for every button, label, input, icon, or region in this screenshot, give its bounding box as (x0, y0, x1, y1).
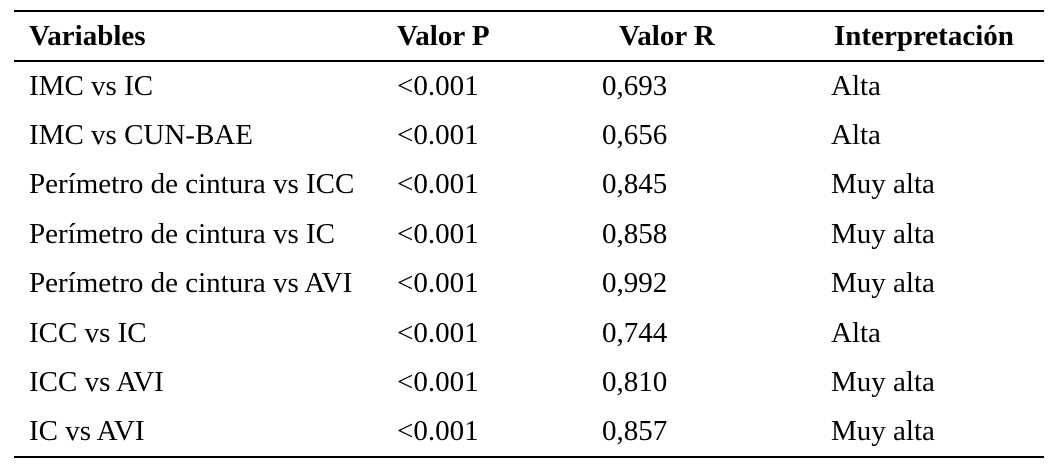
cell-valor-r: 0,810 (602, 366, 668, 399)
cell-valor-r: 0,693 (602, 69, 668, 102)
cell-valor-p: <0.001 (397, 168, 479, 201)
correlation-table: Variables Valor P Valor R Interpretación… (14, 10, 1044, 458)
col-header-variables: Variables (29, 19, 146, 52)
cell-interpretacion: Muy alta (831, 366, 935, 399)
cell-valor-r: 0,656 (602, 118, 668, 151)
cell-valor-p: <0.001 (397, 217, 479, 250)
cell-interpretacion: Alta (831, 316, 881, 349)
cell-valor-p: <0.001 (397, 415, 479, 448)
cell-variables: IC vs AVI (29, 415, 145, 448)
table-header: Variables Valor P Valor R Interpretación (14, 11, 1044, 61)
cell-variables: Perímetro de cintura vs ICC (29, 168, 355, 201)
table-row: ICC vs AVI <0.001 0,810 Muy alta (14, 358, 1044, 408)
table-row: Perímetro de cintura vs IC <0.001 0,858 … (14, 210, 1044, 260)
cell-valor-p: <0.001 (397, 267, 479, 300)
cell-variables: Perímetro de cintura vs IC (29, 217, 336, 250)
table-row: IC vs AVI <0.001 0,857 Muy alta (14, 408, 1044, 458)
cell-valor-r: 0,857 (602, 415, 668, 448)
cell-interpretacion: Muy alta (831, 415, 935, 448)
cell-valor-r: 0,858 (602, 217, 668, 250)
cell-interpretacion: Alta (831, 69, 881, 102)
cell-valor-r: 0,744 (602, 316, 668, 349)
table-row: IMC vs CUN-BAE <0.001 0,656 Alta (14, 111, 1044, 161)
col-header-interpretacion: Interpretación (834, 19, 1014, 52)
col-header-valor-r: Valor R (619, 19, 715, 52)
cell-variables: Perímetro de cintura vs AVI (29, 267, 353, 300)
cell-variables: IMC vs CUN-BAE (29, 118, 253, 151)
paper-table-page: Variables Valor P Valor R Interpretación… (0, 10, 1056, 470)
cell-variables: ICC vs IC (29, 316, 147, 349)
table-row: IMC vs IC <0.001 0,693 Alta (14, 61, 1044, 111)
cell-variables: ICC vs AVI (29, 366, 164, 399)
header-row: Variables Valor P Valor R Interpretación (14, 11, 1044, 61)
table-row: ICC vs IC <0.001 0,744 Alta (14, 309, 1044, 359)
cell-valor-p: <0.001 (397, 366, 479, 399)
table-row: Perímetro de cintura vs AVI <0.001 0,992… (14, 259, 1044, 309)
table-row: Perímetro de cintura vs ICC <0.001 0,845… (14, 160, 1044, 210)
table-body: IMC vs IC <0.001 0,693 Alta IMC vs CUN-B… (14, 61, 1044, 457)
cell-interpretacion: Muy alta (831, 217, 935, 250)
cell-valor-p: <0.001 (397, 316, 479, 349)
cell-valor-r: 0,845 (602, 168, 668, 201)
cell-interpretacion: Alta (831, 118, 881, 151)
cell-interpretacion: Muy alta (831, 168, 935, 201)
cell-interpretacion: Muy alta (831, 267, 935, 300)
cell-valor-p: <0.001 (397, 69, 479, 102)
col-header-valor-p: Valor P (397, 19, 490, 52)
cell-variables: IMC vs IC (29, 69, 154, 102)
cell-valor-p: <0.001 (397, 118, 479, 151)
cell-valor-r: 0,992 (602, 267, 668, 300)
